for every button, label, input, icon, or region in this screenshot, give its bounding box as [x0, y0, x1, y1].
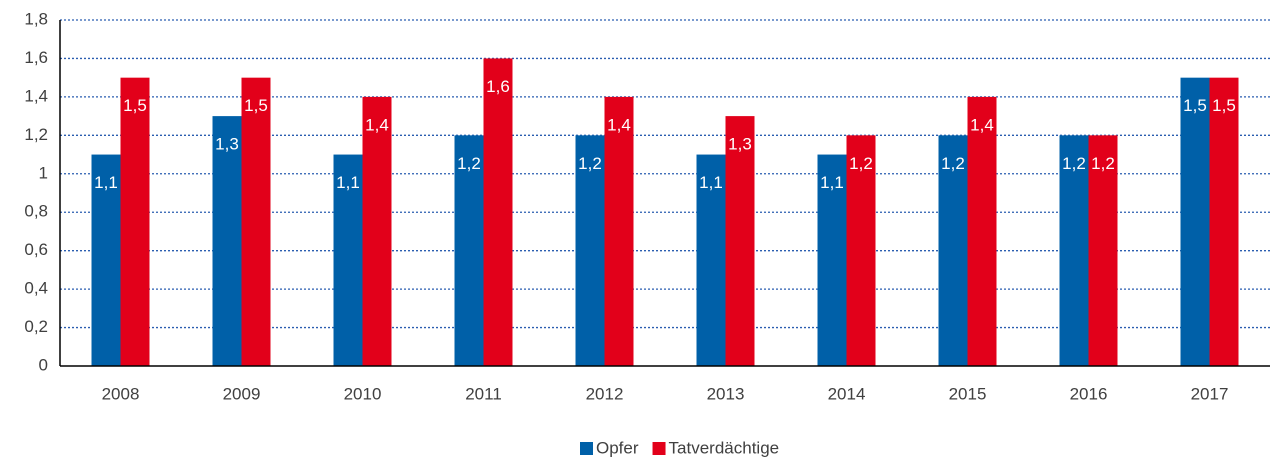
data-label: 1,1 — [699, 173, 723, 192]
data-label: 1,3 — [215, 135, 239, 154]
y-tick-label: 1,8 — [24, 9, 48, 28]
bar — [604, 96, 634, 366]
x-tick-label: 2015 — [949, 384, 987, 403]
y-tick-label: 1,2 — [24, 125, 48, 144]
data-label: 1,4 — [607, 115, 631, 134]
bar — [1059, 135, 1089, 366]
legend-label: Opfer — [596, 438, 639, 457]
bar — [696, 154, 726, 366]
bar — [120, 77, 150, 367]
y-tick-label: 0,6 — [24, 240, 48, 259]
data-label: 1,1 — [336, 173, 360, 192]
y-tick-label: 0,4 — [24, 279, 48, 298]
x-tick-label: 2017 — [1191, 384, 1229, 403]
y-tick-label: 0,2 — [24, 317, 48, 336]
x-tick-label: 2008 — [102, 384, 140, 403]
data-label: 1,1 — [820, 173, 844, 192]
bar — [454, 135, 484, 366]
data-label: 1,4 — [970, 115, 994, 134]
y-tick-label: 0,8 — [24, 202, 48, 221]
legend-label: Tatverdächtige — [669, 438, 780, 457]
data-label: 1,2 — [849, 154, 873, 173]
x-tick-label: 2012 — [586, 384, 624, 403]
data-label: 1,5 — [1183, 96, 1207, 115]
data-label: 1,2 — [941, 154, 965, 173]
bar — [362, 96, 392, 366]
x-tick-label: 2010 — [344, 384, 382, 403]
y-tick-label: 1,6 — [24, 48, 48, 67]
bar — [725, 116, 755, 366]
bar — [212, 116, 242, 366]
bar — [483, 58, 513, 366]
data-label: 1,3 — [728, 135, 752, 154]
y-tick-label: 1 — [39, 163, 48, 182]
bar — [938, 135, 968, 366]
data-label: 1,2 — [457, 154, 481, 173]
y-tick-label: 0 — [39, 355, 48, 374]
data-label: 1,2 — [1091, 154, 1115, 173]
data-label: 1,1 — [94, 173, 118, 192]
y-tick-label: 1,4 — [24, 86, 48, 105]
bar — [1088, 135, 1118, 366]
x-tick-label: 2013 — [707, 384, 745, 403]
bar — [817, 154, 847, 366]
x-tick-label: 2014 — [828, 384, 866, 403]
bar — [1180, 77, 1210, 367]
x-tick-label: 2009 — [223, 384, 261, 403]
data-label: 1,4 — [365, 115, 389, 134]
bar — [91, 154, 121, 366]
bar — [241, 77, 271, 367]
bar — [846, 135, 876, 366]
x-tick-label: 2011 — [465, 384, 502, 403]
bar — [1209, 77, 1239, 367]
data-label: 1,5 — [1212, 96, 1236, 115]
data-label: 1,6 — [486, 77, 510, 96]
data-label: 1,5 — [123, 96, 147, 115]
bar — [333, 154, 363, 366]
x-tick-label: 2016 — [1070, 384, 1108, 403]
data-label: 1,5 — [244, 96, 268, 115]
legend-swatch — [652, 442, 666, 455]
legend-swatch — [580, 442, 593, 455]
bar — [967, 96, 997, 366]
data-label: 1,2 — [578, 154, 602, 173]
bar — [575, 135, 605, 366]
data-label: 1,2 — [1062, 154, 1086, 173]
